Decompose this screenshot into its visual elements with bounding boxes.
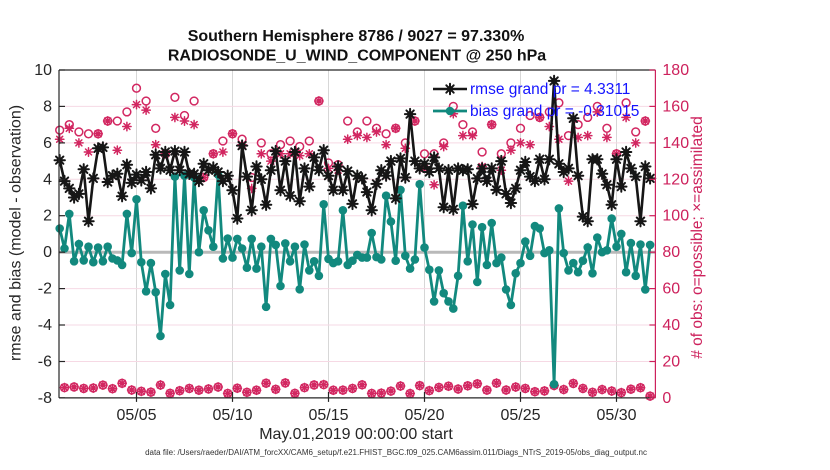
svg-text:40: 40 [662,317,680,334]
svg-text:Southern Hemisphere 8786 / 902: Southern Hemisphere 8786 / 9027 = 97.330… [188,28,525,45]
svg-text:# of obs: o=possible; ×=assimi: # of obs: o=possible; ×=assimilated [689,116,706,359]
svg-text:rmse and bias (model - observa: rmse and bias (model - observation) [8,105,25,361]
svg-text:rmse grand pr = 4.3311: rmse grand pr = 4.3311 [470,81,630,98]
svg-text:0: 0 [662,390,671,407]
svg-text:20: 20 [662,354,680,371]
svg-text:4: 4 [43,171,52,188]
svg-text:-8: -8 [38,390,52,407]
svg-text:data file: /Users/raeder/DAI/A: data file: /Users/raeder/DAI/ATM_forcXX/… [145,448,647,457]
svg-text:80: 80 [662,244,680,261]
svg-text:05/15: 05/15 [308,407,348,424]
svg-text:05/25: 05/25 [500,407,540,424]
svg-text:RADIOSONDE_U_WIND_COMPONENT @: RADIOSONDE_U_WIND_COMPONENT @ 250 hPa [168,48,546,65]
svg-text:-2: -2 [38,281,52,298]
svg-text:100: 100 [662,208,689,225]
svg-text:180: 180 [662,62,689,79]
svg-text:8: 8 [43,98,52,115]
svg-text:60: 60 [662,281,680,298]
svg-text:05/10: 05/10 [212,407,252,424]
svg-text:05/20: 05/20 [404,407,444,424]
svg-text:-6: -6 [38,354,52,371]
svg-text:120: 120 [662,171,689,188]
svg-text:10: 10 [34,62,52,79]
svg-text:140: 140 [662,135,689,152]
svg-text:May.01,2019 00:00:00 start: May.01,2019 00:00:00 start [259,426,453,443]
svg-text:05/30: 05/30 [596,407,636,424]
svg-text:bias grand pr = -0.31015: bias grand pr = -0.31015 [470,103,639,120]
svg-text:-4: -4 [38,317,52,334]
svg-text:05/05: 05/05 [116,407,156,424]
svg-text:2: 2 [43,208,52,225]
svg-text:0: 0 [43,244,52,261]
svg-text:160: 160 [662,98,689,115]
svg-text:6: 6 [43,135,52,152]
